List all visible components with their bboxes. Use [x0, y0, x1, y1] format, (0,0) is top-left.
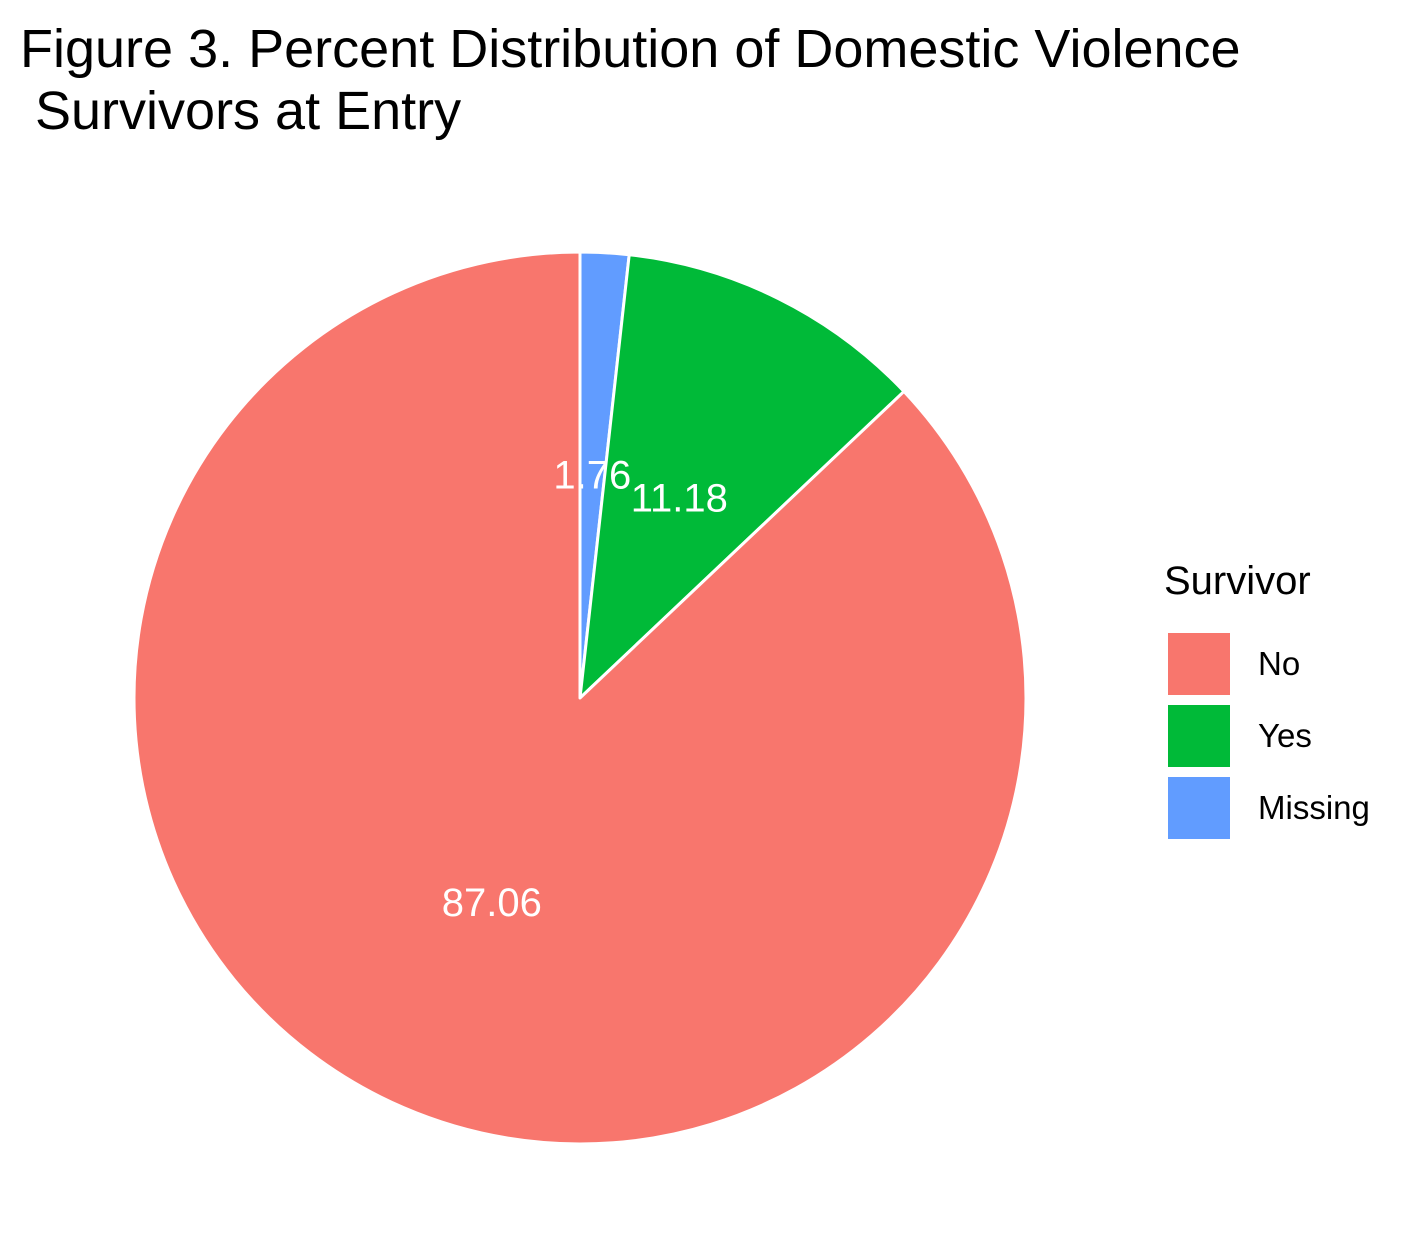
pie-slices: [132, 250, 1028, 1146]
legend-item-missing: Missing: [1164, 772, 1370, 844]
legend-item-yes: Yes: [1164, 700, 1370, 772]
data-label-missing: 1.76: [553, 453, 631, 497]
legend-key-missing: [1168, 777, 1230, 839]
legend-label-yes: Yes: [1258, 717, 1312, 754]
data-label-yes: 11.18: [631, 476, 728, 520]
legend-label-missing: Missing: [1258, 789, 1370, 826]
legend-title: Survivor: [1164, 559, 1311, 603]
legend-item-no: No: [1164, 628, 1370, 700]
pie-slice-no: [132, 250, 1028, 1146]
legend-key-yes: [1168, 705, 1230, 767]
chart-title: Figure 3. Percent Distribution of Domest…: [20, 19, 1241, 141]
legend-items: No Yes Missing: [1164, 628, 1370, 844]
legend-label-no: No: [1258, 645, 1301, 682]
pie-slice-yes: [578, 253, 906, 700]
data-label-no: 87.06: [442, 881, 542, 925]
legend: Survivor No Yes Missing: [1164, 556, 1370, 844]
legend-key-no: [1168, 633, 1230, 695]
